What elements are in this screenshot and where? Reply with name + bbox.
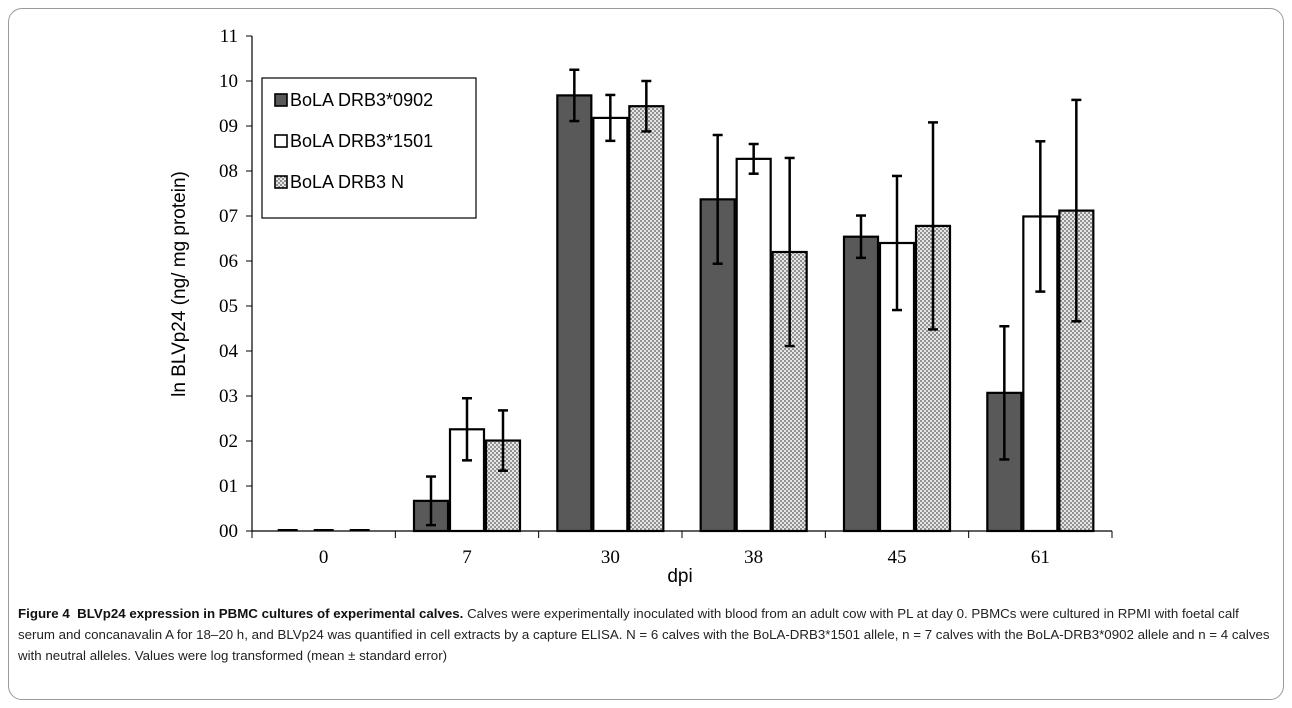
bar — [842, 235, 880, 533]
y-tick-label: 11 — [220, 26, 238, 47]
y-tick-label: 00 — [219, 521, 238, 542]
legend-swatch — [274, 175, 288, 189]
y-tick-label: 05 — [219, 296, 238, 317]
y-tick-label: 03 — [219, 386, 238, 407]
error-bar — [856, 214, 866, 260]
error-bar — [426, 475, 436, 527]
x-axis-ticks: 0 7 30 38 45 61 — [251, 531, 1113, 568]
legend-label: BoLA DRB3*0902 — [290, 90, 433, 110]
error-bar — [892, 174, 902, 312]
caption-title: BLVp24 expression in PBMC cultures of ex… — [77, 606, 464, 621]
error-bar — [569, 68, 580, 123]
x-axis-label: dpi — [667, 566, 692, 587]
y-axis-label: ln BLVp24 (ng/ mg protein) — [169, 171, 190, 397]
y-tick-label: 10 — [219, 71, 238, 92]
legend: BoLA DRB3*0902 BoLA DRB3*1501 BoLA DRB3 N — [261, 77, 477, 219]
x-tick-label: 7 — [462, 547, 472, 568]
y-tick-label: 07 — [219, 206, 238, 227]
x-tick-label: 38 — [744, 547, 763, 568]
legend-label: BoLA DRB3*1501 — [290, 131, 433, 151]
legend-swatch — [274, 134, 288, 148]
y-tick-label: 06 — [219, 251, 238, 272]
figure-caption: Figure 4 BLVp24 expression in PBMC cultu… — [18, 603, 1273, 666]
error-bars — [426, 68, 1082, 527]
legend-box — [261, 77, 477, 219]
x-tick-label: 61 — [1031, 547, 1050, 568]
figure-frame — [8, 8, 1284, 700]
error-bar — [928, 121, 938, 331]
error-bar — [712, 133, 723, 265]
y-axis-ticks: 00 01 02 03 04 05 06 07 08 09 10 11 — [219, 26, 252, 542]
x-tick-label: 0 — [319, 547, 329, 568]
y-tick-label: 04 — [219, 341, 239, 362]
legend-swatch — [274, 93, 288, 107]
x-tick-label: 45 — [888, 547, 907, 568]
bar — [628, 105, 665, 533]
bar — [556, 94, 593, 533]
bar — [592, 116, 629, 533]
error-bar — [999, 325, 1010, 461]
y-tick-label: 09 — [219, 116, 238, 137]
error-bar — [498, 409, 508, 472]
y-tick-label: 08 — [219, 161, 238, 182]
error-bar — [462, 397, 472, 462]
bar — [735, 157, 772, 533]
error-bar — [605, 93, 616, 143]
error-bar — [1035, 140, 1046, 293]
error-bar — [784, 156, 795, 348]
y-tick-label: 02 — [219, 431, 238, 452]
error-bar — [748, 142, 759, 175]
error-bar — [1071, 98, 1082, 323]
y-tick-label: 01 — [219, 476, 238, 497]
caption-label: Figure 4 — [18, 606, 70, 621]
x-tick-label: 30 — [601, 547, 620, 568]
error-bar — [641, 79, 652, 133]
caption-text: Calves were experimentally inoculated wi… — [18, 606, 1270, 663]
legend-label: BoLA DRB3 N — [290, 172, 404, 192]
